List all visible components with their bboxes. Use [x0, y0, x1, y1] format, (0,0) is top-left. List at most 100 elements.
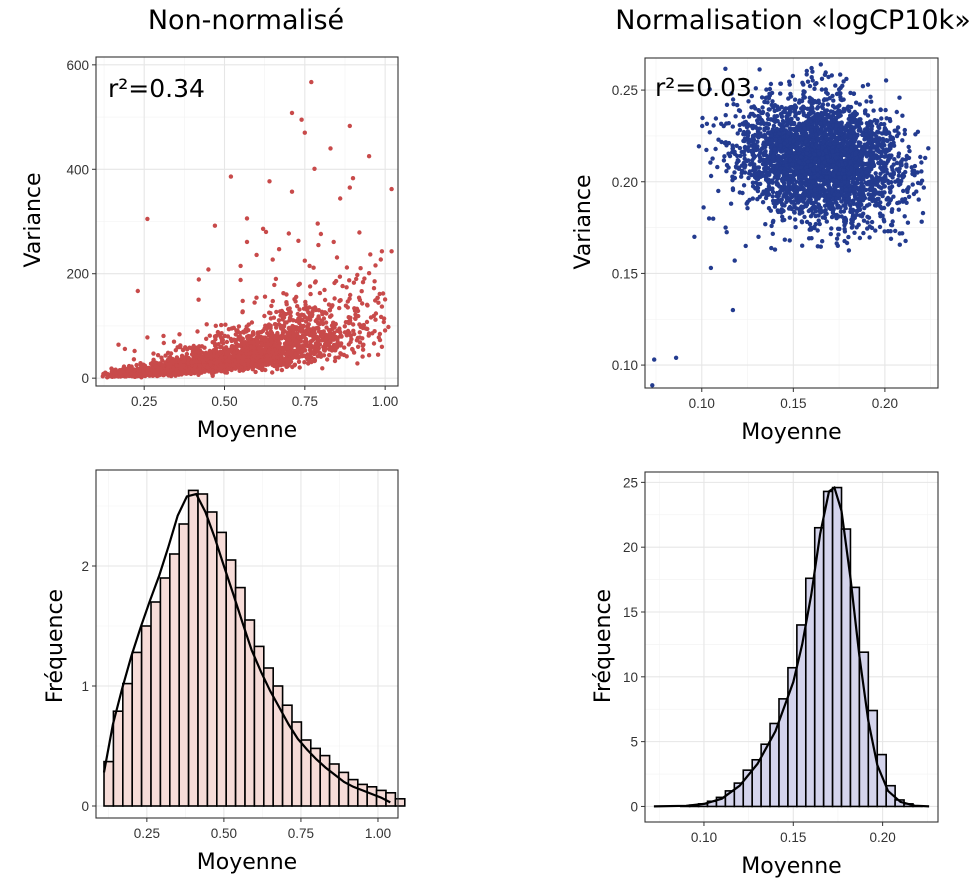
raw-scatter-point [382, 297, 388, 302]
raw-scatter-point [128, 371, 134, 376]
norm-scatter-point [867, 235, 872, 240]
raw-scatter-point [306, 361, 311, 366]
norm-scatter-point [721, 158, 727, 163]
norm-scatter-point [861, 230, 866, 236]
norm-scatter-point [900, 197, 905, 202]
raw-scatter-point [263, 229, 269, 235]
raw-scatter-point [171, 366, 176, 371]
raw-scatter-point [155, 353, 161, 358]
norm-scatter-point [873, 189, 878, 194]
norm-scatter-point [805, 79, 811, 84]
raw-scatter-point [276, 339, 281, 344]
raw-scatter-point [377, 331, 383, 337]
raw-scatter-point [262, 313, 267, 319]
raw-scatter-point [351, 350, 357, 355]
norm-scatter-point [704, 147, 709, 153]
raw-scatter-point [319, 318, 324, 324]
raw-scatter-point [281, 310, 286, 316]
raw-scatter-point [260, 226, 266, 231]
norm-scatter-point [737, 127, 743, 133]
norm-scatter-point [902, 214, 907, 219]
norm-scatter-point [854, 100, 859, 105]
raw-scatter-point [337, 326, 342, 331]
raw-scatter-point [287, 306, 292, 311]
raw-scatter-point [355, 272, 360, 278]
raw-scatter-point [193, 369, 199, 374]
raw-scatter-point [314, 348, 320, 353]
raw-scatter-point [319, 338, 324, 343]
raw-scatter-point [371, 286, 377, 291]
raw-scatter-point [300, 348, 306, 354]
raw-scatter-point [246, 322, 251, 327]
raw-scatter-y-tick-label: 0 [81, 371, 89, 386]
raw-scatter-point [274, 355, 280, 360]
raw-scatter-point [301, 323, 306, 329]
norm-scatter-point [831, 98, 836, 103]
norm-scatter-point [760, 200, 766, 205]
raw-scatter-point [315, 221, 320, 226]
raw-scatter-point [238, 263, 243, 269]
raw-scatter-point [344, 285, 349, 290]
raw-scatter-point [251, 345, 257, 350]
raw-scatter-point [309, 355, 314, 360]
raw-scatter-point [187, 345, 192, 350]
raw-scatter-point [304, 330, 310, 335]
raw-scatter-point [212, 348, 217, 354]
norm-scatter-point [890, 167, 895, 172]
raw-scatter-point [316, 337, 321, 342]
raw-scatter-point [102, 371, 108, 376]
raw-scatter-point [326, 340, 331, 345]
raw-scatter-point [333, 322, 338, 327]
raw-scatter-point [333, 355, 338, 360]
raw-scatter-point [268, 316, 274, 321]
norm-scatter-point [916, 197, 921, 202]
raw-scatter-point [266, 349, 271, 355]
raw-scatter-point [222, 333, 227, 339]
norm-scatter-point [788, 94, 794, 99]
raw-scatter-point [270, 370, 275, 375]
raw-scatter-point [301, 334, 307, 339]
left-column-title: Non-normalisé [148, 5, 344, 36]
raw-scatter-point [137, 369, 142, 374]
raw-scatter-point [281, 324, 287, 329]
raw-scatter-point [309, 359, 314, 365]
norm-scatter-point [711, 123, 716, 128]
raw-scatter-point [226, 348, 232, 353]
raw-scatter-point [257, 330, 262, 335]
norm-scatter-point [896, 173, 902, 178]
norm-scatter-point [735, 158, 740, 163]
norm-scatter-point [707, 130, 712, 135]
norm-scatter-point [757, 67, 762, 72]
raw-scatter-point [332, 296, 337, 301]
raw-scatter-point [254, 295, 259, 300]
norm-scatter-point [846, 248, 852, 253]
norm-scatter-point [799, 164, 804, 170]
norm-scatter-point [812, 82, 818, 87]
norm-scatter-point [909, 165, 914, 170]
raw-scatter-point [305, 316, 310, 322]
norm-scatter-point [804, 119, 810, 125]
raw-scatter-point [242, 362, 247, 367]
raw-scatter-point [275, 366, 280, 372]
raw-scatter-point [313, 343, 319, 348]
norm-scatter-point [903, 157, 908, 162]
norm-scatter-point [770, 194, 775, 199]
raw-scatter-point [148, 371, 153, 376]
norm-scatter-point [827, 96, 832, 101]
raw-scatter-point [240, 357, 245, 363]
norm-scatter-point [822, 72, 828, 78]
norm-scatter-point [723, 113, 728, 118]
raw-scatter-point [312, 329, 317, 334]
raw-scatter-y-tick-label: 600 [66, 58, 89, 73]
raw-scatter-point [373, 311, 379, 316]
norm-scatter-point [731, 102, 736, 107]
norm-scatter-point [894, 133, 900, 139]
norm-scatter-point [800, 80, 805, 86]
norm-scatter-point [760, 105, 765, 110]
raw-scatter-point [206, 267, 211, 272]
raw-scatter-point [297, 281, 302, 286]
raw-scatter-point [109, 366, 114, 371]
raw-scatter-point [256, 345, 261, 351]
norm-scatter-point [774, 126, 780, 132]
norm-scatter-point [833, 83, 838, 88]
